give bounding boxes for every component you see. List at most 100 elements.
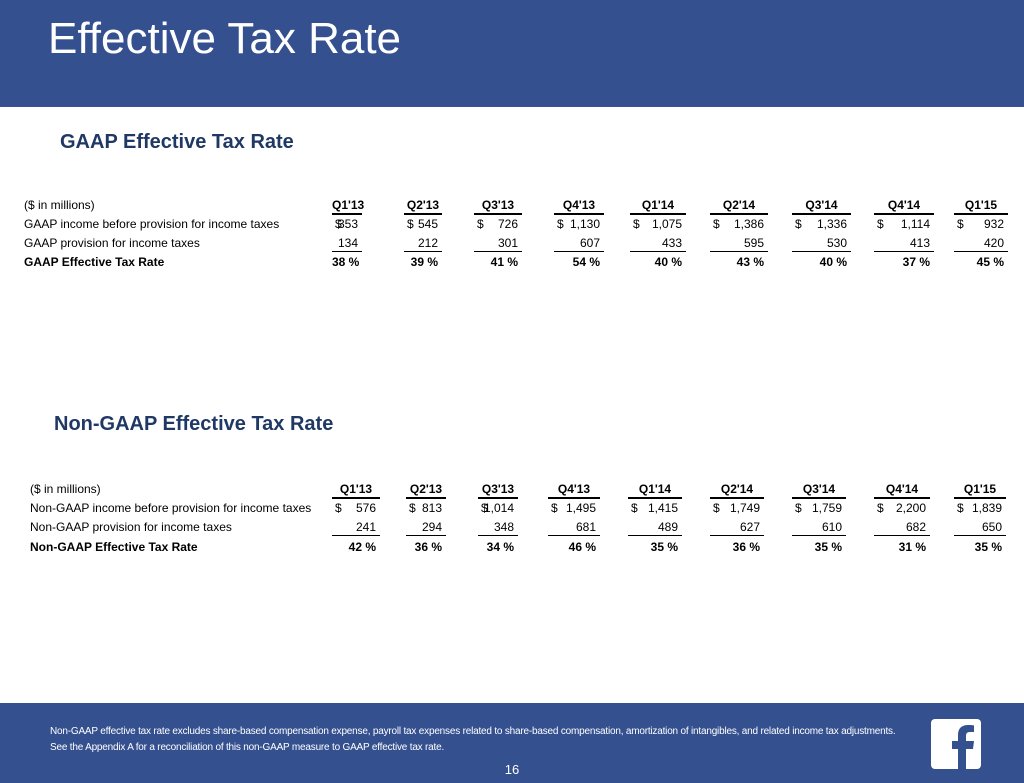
table-value: 682 (874, 519, 930, 536)
table-value: 42 % (348, 540, 376, 554)
table-value: 36 % (414, 540, 442, 554)
table-value: 1,114 (900, 217, 930, 231)
table-value: 35 % (814, 540, 842, 554)
currency-symbol: $ (335, 217, 342, 231)
currency-symbol: $ (477, 217, 484, 231)
table-value: 294 (406, 519, 446, 536)
row-label: Non-GAAP Effective Tax Rate (30, 540, 198, 554)
table-value: 43 % (736, 255, 764, 269)
currency-symbol: $ (633, 217, 640, 231)
table-value: 813 (421, 501, 442, 515)
table-value: 38 % (332, 255, 360, 269)
table-value: 433 (630, 235, 686, 252)
currency-symbol: $ (877, 217, 884, 231)
currency-symbol: $ (877, 501, 884, 515)
unit-label: ($ in millions) (24, 198, 95, 212)
column-header: Q1'13 (332, 481, 380, 499)
column-header: Q4'14 (874, 197, 934, 215)
row-label: Non-GAAP provision for income taxes (30, 520, 232, 534)
footnote: Non-GAAP effective tax rate excludes sha… (50, 726, 896, 753)
page-number: 16 (504, 762, 520, 777)
table-value: 1,495 (565, 501, 596, 515)
table-value: 413 (874, 235, 934, 252)
column-header: Q2'14 (710, 197, 768, 215)
table-value: 353 (337, 217, 358, 231)
currency-symbol: $ (957, 217, 964, 231)
table-value: 530 (792, 235, 851, 252)
currency-symbol: $ (795, 501, 802, 515)
row-label: GAAP income before provision for income … (24, 217, 280, 231)
table-value: 545 (417, 217, 438, 231)
column-header: Q3'13 (478, 481, 518, 499)
table-value: 36 % (732, 540, 760, 554)
table-value: 1,759 (811, 501, 842, 515)
table-value: 40 % (654, 255, 682, 269)
table-value: 726 (497, 217, 518, 231)
column-header: Q4'14 (874, 481, 930, 499)
table-value: 40 % (819, 255, 847, 269)
table-value: 301 (474, 235, 522, 252)
column-header: Q1'14 (628, 481, 682, 499)
footer-band (0, 703, 1024, 783)
section-title: Non-GAAP Effective Tax Rate (54, 413, 334, 435)
table-value: 134 (332, 235, 362, 252)
unit-label: ($ in millions) (30, 482, 101, 496)
table-value: 1,075 (651, 217, 682, 231)
logo-glyph (952, 725, 974, 769)
table-value: 1,336 (816, 217, 847, 231)
column-header: Q1'15 (954, 481, 1006, 499)
column-header: Q1'13 (332, 197, 364, 215)
table-value: 39 % (410, 255, 438, 269)
table-value: 627 (710, 519, 764, 536)
currency-symbol: $ (957, 501, 964, 515)
currency-symbol: $ (557, 217, 564, 231)
table-value: 348 (478, 519, 518, 536)
currency-symbol: $ (631, 501, 638, 515)
table-value: 54 % (572, 255, 600, 269)
column-header: Q2'14 (710, 481, 764, 499)
currency-symbol: $ (795, 217, 802, 231)
header-band (0, 0, 1024, 107)
column-header: Q3'14 (792, 481, 846, 499)
table-value: 35 % (650, 540, 678, 554)
table-value: 607 (554, 235, 604, 252)
table-value: 489 (628, 519, 682, 536)
row-label: Non-GAAP income before provision for inc… (30, 501, 312, 515)
currency-symbol: $ (409, 501, 416, 515)
currency-symbol: $ (335, 501, 342, 515)
currency-symbol: $ (551, 501, 558, 515)
currency-symbol: $ (713, 501, 720, 515)
table-value: 2,200 (895, 501, 926, 515)
table-value: 241 (332, 519, 380, 536)
table-value: 650 (954, 519, 1006, 536)
row-label: GAAP provision for income taxes (24, 236, 200, 250)
table-value: 37 % (902, 255, 930, 269)
currency-symbol: $ (407, 217, 414, 231)
column-header: Q3'13 (474, 197, 522, 215)
table-value: 610 (792, 519, 846, 536)
table-value: 1,014 (483, 501, 514, 515)
table-value: 46 % (568, 540, 596, 554)
table-value: 45 % (976, 255, 1004, 269)
table-value: 1,386 (733, 217, 764, 231)
column-header: Q1'15 (954, 197, 1008, 215)
currency-symbol: $ (713, 217, 720, 231)
section-title: GAAP Effective Tax Rate (60, 131, 294, 153)
column-header: Q3'14 (792, 197, 851, 215)
table-value: 31 % (898, 540, 926, 554)
table-value: 576 (355, 501, 376, 515)
table-value: 1,839 (971, 501, 1002, 515)
table-value: 1,415 (647, 501, 678, 515)
table-value: 34 % (486, 540, 514, 554)
column-header: Q4'13 (548, 481, 600, 499)
table-value: 212 (404, 235, 442, 252)
table-value: 681 (548, 519, 600, 536)
table-value: 1,130 (569, 217, 600, 231)
table-value: 1,749 (729, 501, 760, 515)
column-header: Q1'14 (630, 197, 686, 215)
column-header: Q2'13 (404, 197, 442, 215)
currency-symbol: $ (481, 501, 488, 515)
table-value: 595 (710, 235, 768, 252)
table-value: 41 % (490, 255, 518, 269)
